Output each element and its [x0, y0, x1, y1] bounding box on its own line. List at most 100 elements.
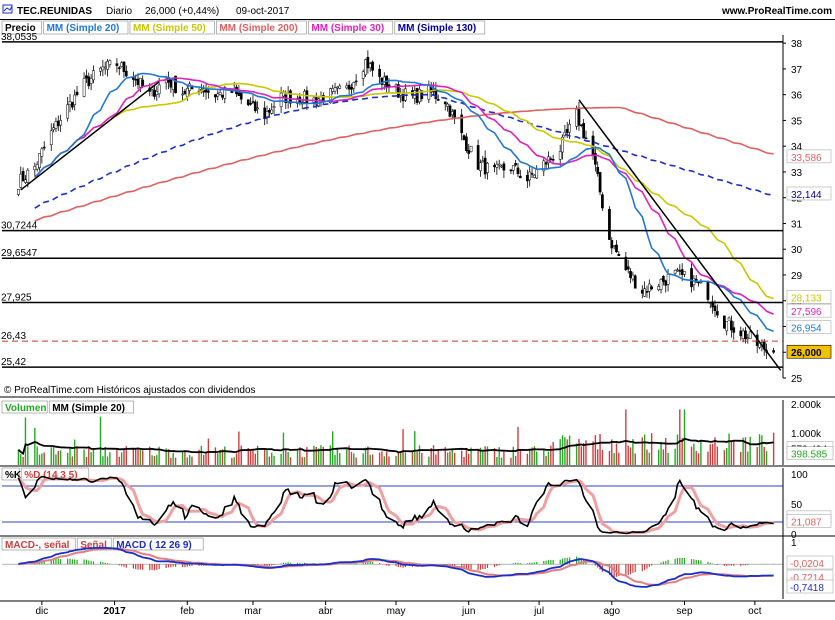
price-ytick-label: 25 — [791, 374, 803, 385]
candle-body — [772, 350, 775, 353]
ma200-line — [34, 106, 774, 222]
candle-body — [378, 68, 381, 77]
candle-body — [495, 163, 499, 168]
price-ytick-label: 38 — [791, 39, 803, 50]
stoch-legend-item: %K — [5, 470, 22, 481]
value-tag-box — [786, 290, 832, 304]
value-tag: 33,586 — [791, 153, 822, 164]
value-tag: 28,133 — [791, 293, 822, 304]
candle-body — [364, 59, 367, 76]
candle-body — [354, 80, 358, 83]
candle-body — [174, 75, 177, 94]
xtick-label: sep — [676, 606, 693, 617]
candle-body — [56, 120, 60, 127]
candle-body — [54, 121, 58, 129]
candle-body — [40, 148, 44, 157]
legend-box-4 — [308, 20, 394, 35]
value-tag-box — [786, 303, 832, 318]
candle-body — [347, 84, 351, 90]
volume-ytick-label: 2.000k — [791, 400, 822, 411]
value-tag: 26,000 — [791, 348, 822, 359]
candle-body — [514, 163, 517, 166]
value-tag-box — [786, 320, 832, 334]
candle-body — [647, 283, 651, 292]
candle-body — [272, 106, 276, 108]
candle-body — [141, 79, 145, 87]
price-ytick-label: 35 — [791, 116, 803, 127]
candle-body — [35, 164, 39, 170]
x-axis: dic 2017 feb mar abr may jun jul ago sep oct — [0, 600, 835, 617]
candle-body — [582, 123, 585, 139]
candle-body — [462, 135, 466, 141]
candle-body — [87, 76, 91, 87]
stoch-k-line — [17, 475, 774, 535]
volume-ytick-label: 1.000k — [791, 429, 822, 440]
candle-body — [530, 173, 534, 175]
candle-body — [486, 162, 489, 173]
candle-body — [723, 315, 726, 329]
xtick-label: may — [387, 606, 406, 617]
candle-body — [448, 105, 452, 117]
candle-body — [465, 136, 468, 151]
site-label[interactable]: www.ProRealTime.com — [721, 6, 832, 17]
candle-body — [66, 104, 70, 119]
candle-body — [52, 127, 55, 130]
candle-body — [122, 61, 126, 72]
candle-body — [49, 130, 53, 146]
candle-body — [157, 84, 161, 95]
price-ytick-label: 33 — [791, 168, 803, 179]
legend-item-2: MM (Simple 50) — [133, 23, 206, 34]
ma50-line — [34, 82, 774, 300]
xtick-label: dic — [35, 606, 48, 617]
price-legend: Precio MM (Simple 20) MM (Simple 50) MM (Si… — [1, 20, 486, 35]
xtick-label: abr — [318, 606, 333, 617]
candle-body — [615, 244, 618, 253]
candle-body — [730, 320, 733, 331]
candle-body — [518, 175, 522, 179]
legend-box-2 — [129, 20, 215, 35]
level-label: 38,0535 — [1, 32, 38, 43]
candle-body — [124, 70, 128, 77]
candle-body — [676, 269, 679, 272]
candle-body — [139, 77, 142, 88]
candle-body — [223, 87, 227, 99]
candle-body — [279, 92, 283, 107]
volume-legend-item: MM (Simple 20) — [52, 403, 125, 414]
candle-body — [551, 159, 555, 161]
stoch-tag-box — [786, 514, 832, 528]
price-pane: 252627282930313233343536373838,053530,72… — [0, 32, 835, 398]
value-tag: 32,144 — [791, 190, 822, 201]
candle-body — [333, 87, 337, 92]
candle-body — [453, 109, 457, 118]
chart-icon — [2, 4, 13, 14]
candle-body — [71, 102, 74, 108]
macd-tag: -0,7214 — [790, 573, 824, 584]
price-ytick-label: 31 — [791, 219, 803, 230]
candle-body — [328, 88, 332, 103]
stoch-legend-item: %D (14 3 5) — [24, 470, 77, 481]
copyright-note: © ProRealTime.com Históricos ajustados c… — [4, 385, 256, 396]
candle-body — [108, 60, 112, 65]
candle-body — [92, 70, 95, 81]
candle-body — [666, 274, 670, 285]
candle-body — [216, 93, 220, 97]
candle-body — [99, 67, 102, 72]
candle-body — [467, 150, 471, 154]
volume-legend-item: Volumen — [5, 403, 46, 414]
candle-body — [713, 305, 717, 311]
candle-body — [577, 107, 581, 126]
date-label: 09-oct-2017 — [236, 6, 290, 17]
candle-body — [75, 91, 79, 96]
candle-body — [483, 157, 487, 175]
candle-body — [732, 327, 736, 333]
volume-legend-box — [48, 400, 134, 414]
candle-body — [706, 281, 710, 300]
legend-item-5: MM (Simple 130) — [398, 23, 476, 34]
candle-body — [626, 266, 630, 270]
candle-body — [640, 289, 644, 294]
header-bar — [0, 0, 835, 19]
candle-body — [579, 124, 583, 126]
candle-body — [511, 165, 515, 171]
